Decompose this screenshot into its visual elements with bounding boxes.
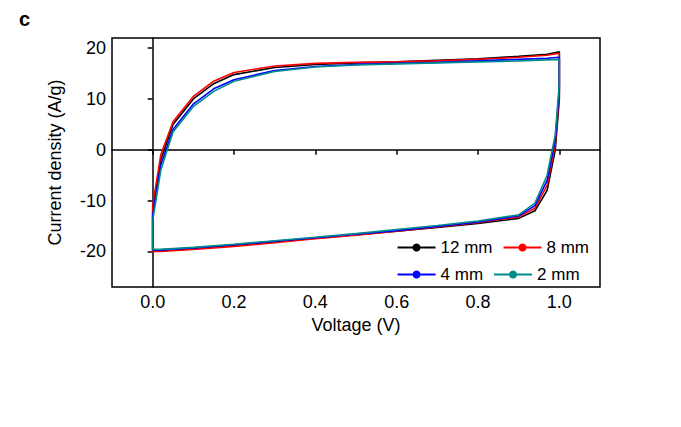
svg-text:0.6: 0.6 bbox=[384, 292, 409, 312]
svg-text:0.0: 0.0 bbox=[140, 292, 165, 312]
svg-text:4 mm: 4 mm bbox=[441, 265, 484, 284]
svg-text:-20: -20 bbox=[80, 241, 106, 261]
svg-text:0.4: 0.4 bbox=[303, 292, 328, 312]
svg-text:Current density (A/g): Current density (A/g) bbox=[45, 79, 65, 245]
svg-text:2 mm: 2 mm bbox=[537, 265, 580, 284]
svg-text:1.0: 1.0 bbox=[547, 292, 572, 312]
svg-text:8 mm: 8 mm bbox=[547, 238, 590, 257]
svg-text:Voltage (V): Voltage (V) bbox=[311, 315, 400, 335]
svg-text:0: 0 bbox=[96, 140, 106, 160]
svg-text:c: c bbox=[19, 8, 30, 30]
svg-text:0.2: 0.2 bbox=[221, 292, 246, 312]
svg-text:10: 10 bbox=[86, 89, 106, 109]
svg-text:-10: -10 bbox=[80, 191, 106, 211]
svg-text:20: 20 bbox=[86, 38, 106, 58]
svg-text:0.8: 0.8 bbox=[465, 292, 490, 312]
svg-text:12 mm: 12 mm bbox=[441, 238, 493, 257]
